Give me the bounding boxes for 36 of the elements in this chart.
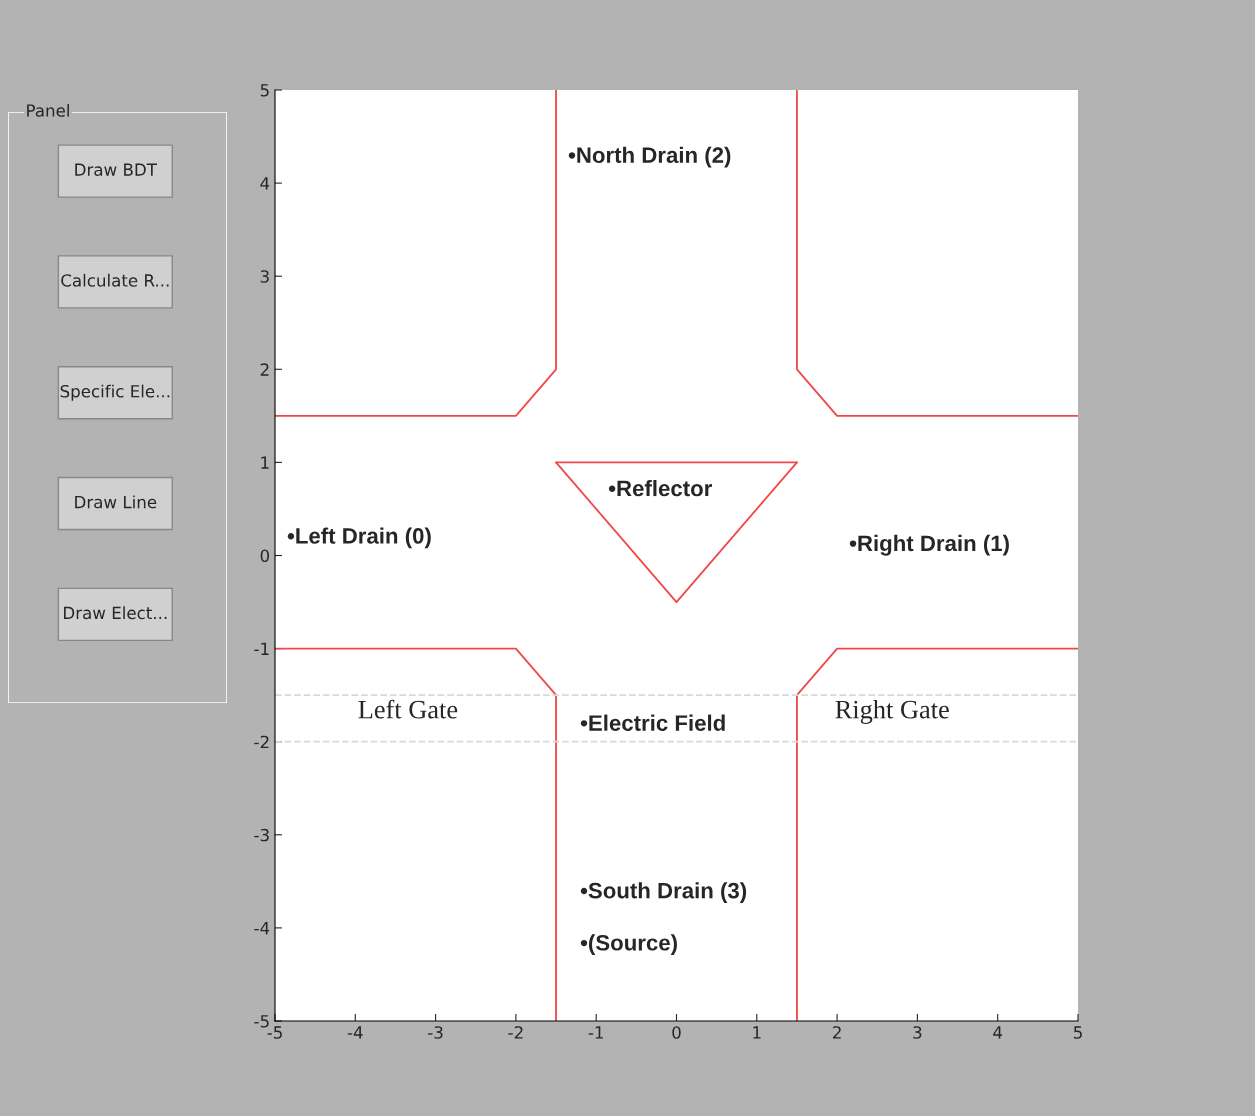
y-tick-label: -5 bbox=[254, 1015, 269, 1028]
annotation: •South Drain (3) bbox=[580, 882, 747, 903]
x-tick-label: -4 bbox=[347, 1026, 363, 1039]
x-tick-label: 5 bbox=[1073, 1026, 1082, 1039]
annotation: Left Gate bbox=[358, 699, 458, 719]
text: Draw BDT bbox=[75, 163, 157, 176]
y-tick-label: -2 bbox=[254, 735, 269, 749]
annotation: •Right Drain (1) bbox=[849, 534, 1009, 556]
annotation: •Reflector bbox=[608, 479, 713, 497]
annotation: •North Drain (2) bbox=[568, 146, 731, 168]
x-tick-label: -1 bbox=[588, 1026, 603, 1039]
text: Panel bbox=[27, 103, 69, 117]
y-tick-label: 0 bbox=[260, 549, 270, 563]
annotation: •Electric Field bbox=[580, 714, 725, 731]
annotation: Right Gate bbox=[835, 699, 949, 724]
annotation: •(Source) bbox=[580, 934, 677, 956]
x-tick-label: 0 bbox=[672, 1026, 681, 1039]
text: Draw Line bbox=[75, 495, 157, 509]
y-tick-label: 5 bbox=[260, 84, 269, 97]
y-tick-label: -3 bbox=[254, 828, 269, 842]
y-tick-label: 2 bbox=[260, 363, 269, 376]
annotation: •Left Drain (0) bbox=[287, 527, 431, 549]
y-tick-label: -1 bbox=[254, 642, 269, 655]
y-tick-label: 3 bbox=[260, 270, 269, 283]
text: Calculate R... bbox=[61, 273, 169, 287]
y-tick-label: -4 bbox=[254, 922, 270, 935]
y-tick-label: 1 bbox=[261, 456, 269, 469]
x-tick-label: 3 bbox=[913, 1026, 922, 1039]
text: Specific Ele... bbox=[60, 384, 170, 401]
y-tick-label: 4 bbox=[260, 177, 270, 190]
x-tick-label: 1 bbox=[753, 1026, 761, 1039]
text: Draw Elect... bbox=[64, 606, 167, 620]
x-tick-label: -3 bbox=[428, 1026, 443, 1039]
x-tick-label: 2 bbox=[833, 1026, 841, 1039]
x-tick-label: 4 bbox=[993, 1026, 1003, 1039]
x-tick-label: -2 bbox=[508, 1026, 523, 1039]
